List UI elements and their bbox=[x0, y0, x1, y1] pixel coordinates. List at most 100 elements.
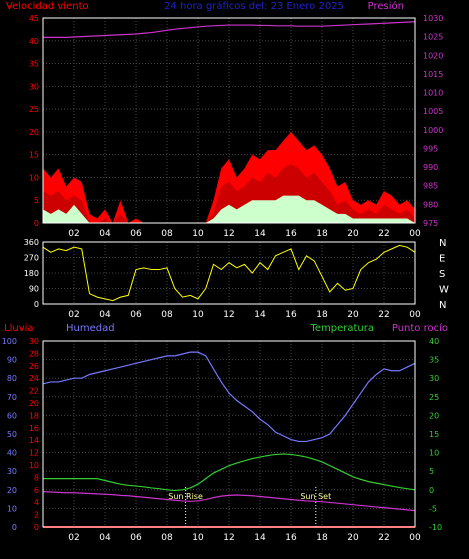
dir-ytick-label: 270 bbox=[24, 254, 39, 263]
pressure-ytick-label: 985 bbox=[423, 182, 438, 191]
compass-label: E bbox=[439, 254, 445, 265]
hum-xtick-label: 06 bbox=[130, 533, 142, 543]
dir-xtick-label: 08 bbox=[161, 310, 173, 320]
pressure-ytick-label: 1020 bbox=[423, 51, 443, 60]
rain-ytick-label: 26 bbox=[29, 362, 39, 371]
humidity-line bbox=[42, 351, 416, 443]
rain-ytick-label: 14 bbox=[29, 436, 39, 445]
rain-ytick-label: 8 bbox=[34, 473, 39, 482]
pressure-ytick-label: 995 bbox=[423, 144, 438, 153]
rain-ytick-label: 12 bbox=[29, 449, 39, 458]
hum-xtick-label: 18 bbox=[316, 533, 328, 543]
hum-xtick-label: 02 bbox=[68, 533, 79, 543]
wind-xtick-label: 08 bbox=[161, 229, 173, 239]
temperature-ytick-label: 40 bbox=[429, 337, 439, 346]
temperature-ytick-label: -10 bbox=[429, 523, 442, 532]
pressure-ytick-label: 1025 bbox=[423, 33, 443, 42]
wind-xtick-label: 06 bbox=[130, 229, 142, 239]
dir-frame bbox=[42, 241, 416, 305]
wind-low-area bbox=[43, 195, 415, 223]
dir-xtick-label: 22 bbox=[378, 310, 389, 320]
hum-xtick-label: 20 bbox=[347, 533, 359, 543]
wind-xtick-label: 00 bbox=[409, 229, 421, 239]
pressure-ytick-label: 1000 bbox=[423, 126, 443, 135]
wind-direction-line bbox=[42, 244, 416, 302]
temperature-ytick-label: 25 bbox=[429, 393, 439, 402]
wind-ytick-label: 10 bbox=[29, 173, 39, 182]
humedad-label: Humedad bbox=[66, 323, 115, 334]
pressure-ytick-label: 980 bbox=[423, 200, 438, 209]
hum-xtick-label: 00 bbox=[409, 533, 421, 543]
wind-ytick-label: 15 bbox=[29, 151, 39, 160]
hum-xtick-label: 14 bbox=[254, 533, 266, 543]
wind-xtick-label: 10 bbox=[192, 229, 204, 239]
rain-ytick-label: 16 bbox=[29, 424, 39, 433]
wind-xtick-label: 16 bbox=[285, 229, 297, 239]
header-title: 24 hora gráficos del: 23 Enero 2025 bbox=[164, 0, 344, 12]
punto-rocio-label: Punto rocío bbox=[392, 322, 448, 334]
rain-ytick-label: 10 bbox=[29, 461, 39, 470]
pressure-ytick-label: 990 bbox=[423, 163, 438, 172]
dir-xtick-label: 18 bbox=[316, 310, 328, 320]
hum-xtick-label: 04 bbox=[99, 533, 111, 543]
temperature-ytick-label: -5 bbox=[429, 504, 437, 513]
pressure-ytick-label: 1005 bbox=[423, 107, 443, 116]
rain-ytick-label: 30 bbox=[29, 337, 39, 346]
humidity-ytick-label: 90 bbox=[7, 356, 17, 365]
pressure-line bbox=[43, 21, 416, 38]
wind-ytick-label: 20 bbox=[29, 128, 39, 137]
dir-ytick-label: 90 bbox=[29, 285, 39, 294]
lluvia-label: Lluvia bbox=[4, 323, 34, 334]
wind-ytick-label: 25 bbox=[29, 105, 39, 114]
hum-xtick-label: 10 bbox=[192, 533, 204, 543]
humidity-ytick-label: 0 bbox=[12, 523, 17, 532]
rain-ytick-label: 22 bbox=[29, 387, 39, 396]
rain-ytick-label: 28 bbox=[29, 349, 39, 358]
sun-marker-label: Sun Set bbox=[300, 492, 331, 501]
temperature-ytick-label: 5 bbox=[429, 467, 434, 476]
humidity-ytick-label: 80 bbox=[7, 374, 17, 383]
humidity-ytick-label: 60 bbox=[7, 411, 17, 420]
dir-ytick-label: 180 bbox=[24, 269, 39, 278]
rain-ytick-label: 0 bbox=[34, 523, 39, 532]
wind-ytick-label: 40 bbox=[29, 37, 39, 46]
dir-xtick-label: 14 bbox=[254, 310, 266, 320]
rain-ytick-label: 6 bbox=[34, 486, 39, 495]
wind-ytick-label: 45 bbox=[29, 14, 39, 23]
pressure-ytick-label: 1030 bbox=[423, 14, 443, 23]
temperature-ytick-label: 10 bbox=[429, 449, 439, 458]
hum-xtick-label: 08 bbox=[161, 533, 173, 543]
temperature-ytick-label: 20 bbox=[429, 411, 439, 420]
dir-xtick-label: 00 bbox=[409, 310, 421, 320]
rain-ytick-label: 24 bbox=[29, 374, 39, 383]
wind-frame bbox=[42, 17, 416, 224]
wind-xtick-label: 04 bbox=[99, 229, 111, 239]
temperature-line bbox=[43, 453, 416, 492]
dir-xtick-label: 06 bbox=[130, 310, 142, 320]
wind-ytick-label: 30 bbox=[29, 82, 39, 91]
temperature-ytick-label: 30 bbox=[429, 374, 439, 383]
pressure-ytick-label: 975 bbox=[423, 219, 438, 228]
dir-xtick-label: 20 bbox=[347, 310, 359, 320]
sun-marker-label: Sun Rise bbox=[168, 492, 203, 501]
wind-xtick-label: 20 bbox=[347, 229, 359, 239]
rain-ytick-label: 20 bbox=[29, 399, 39, 408]
wind-ytick-label: 0 bbox=[34, 219, 39, 228]
pressure-ytick-label: 1015 bbox=[423, 70, 443, 79]
pressure-ytick-label: 1010 bbox=[423, 89, 443, 98]
dir-ytick-label: 360 bbox=[24, 238, 39, 247]
rain-ytick-label: 2 bbox=[34, 511, 39, 520]
wind-xtick-label: 22 bbox=[378, 229, 389, 239]
wind-xtick-label: 02 bbox=[68, 229, 79, 239]
wind-ytick-label: 5 bbox=[34, 196, 39, 205]
dir-xtick-label: 04 bbox=[99, 310, 111, 320]
dir-ytick-label: 0 bbox=[34, 300, 39, 309]
header-right-label: Presión bbox=[368, 0, 404, 12]
wind-xtick-label: 14 bbox=[254, 229, 266, 239]
dewpoint-line bbox=[42, 491, 416, 512]
compass-label: N bbox=[439, 300, 446, 311]
temperatura-label: Temperatura bbox=[309, 323, 374, 334]
hum-xtick-label: 12 bbox=[223, 533, 234, 543]
